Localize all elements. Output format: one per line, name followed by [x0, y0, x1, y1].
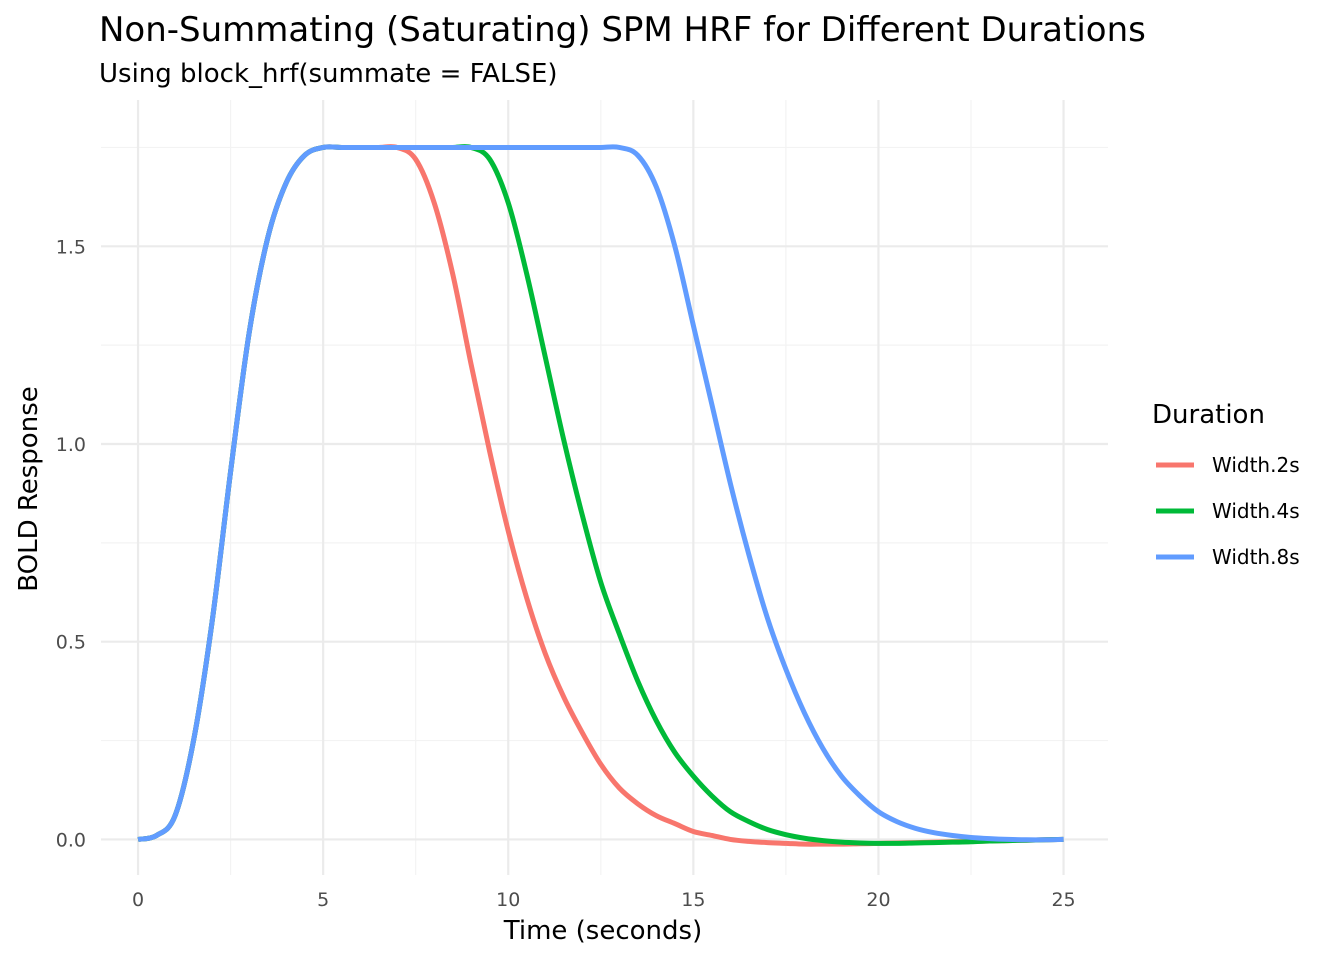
x-tick-label: 25 [1051, 889, 1075, 911]
y-tick-label: 0.0 [56, 829, 86, 851]
series-lines [137, 144, 1064, 847]
x-tick-label: 0 [132, 889, 144, 911]
y-tick-label: 1.0 [56, 434, 86, 456]
grid [101, 100, 1108, 875]
legend: Duration Width.2s Width.4s Width.8s [1152, 400, 1300, 569]
chart-subtitle: Using block_hrf(summate = FALSE) [99, 59, 558, 89]
legend-label-width-4s: Width.4s [1212, 499, 1300, 523]
y-axis-title: BOLD Response [14, 386, 44, 592]
y-tick-label: 1.5 [56, 236, 86, 258]
legend-label-width-8s: Width.8s [1212, 545, 1300, 569]
legend-title: Duration [1152, 400, 1265, 430]
y-axis-ticks: 0.0 0.5 1.0 1.5 [56, 236, 86, 851]
x-tick-label: 15 [681, 889, 705, 911]
chart-title: Non-Summating (Saturating) SPM HRF for D… [99, 10, 1146, 50]
x-tick-label: 20 [866, 889, 890, 911]
legend-label-width-2s: Width.2s [1212, 453, 1300, 477]
y-tick-label: 0.5 [56, 632, 86, 654]
series-line-width-8s [137, 144, 1064, 843]
x-tick-label: 10 [496, 889, 520, 911]
x-tick-label: 5 [317, 889, 329, 911]
x-axis-title: Time (seconds) [503, 916, 702, 946]
x-axis-ticks: 0 5 10 15 20 25 [132, 889, 1076, 911]
